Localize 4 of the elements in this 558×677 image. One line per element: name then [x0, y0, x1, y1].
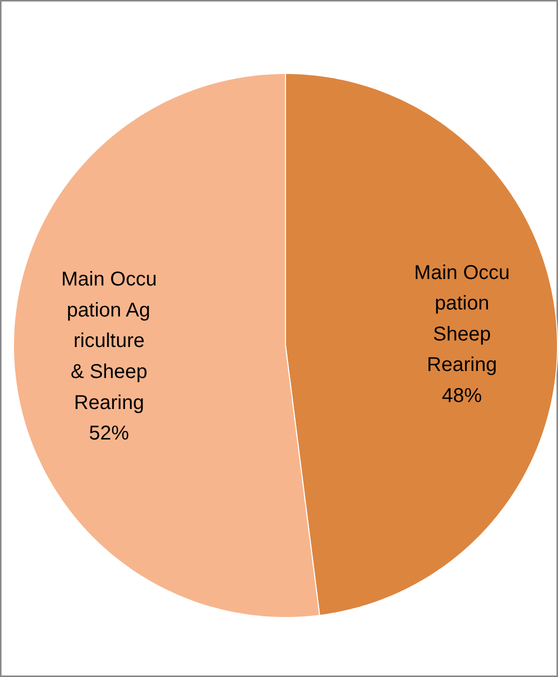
slice-label: Main Occupation Agriculture & Sheep Rearing	[61, 268, 157, 414]
data-label: 52%	[89, 422, 130, 445]
data-label: 48%	[442, 385, 482, 407]
slice-label: Main Occupation Sheep Rearing	[414, 262, 510, 376]
